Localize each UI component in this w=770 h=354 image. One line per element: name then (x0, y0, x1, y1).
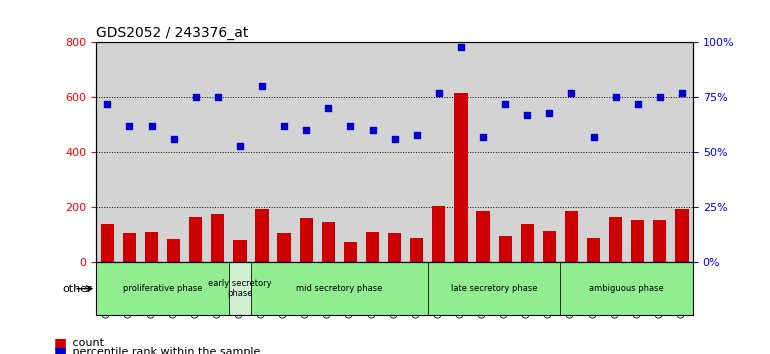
Point (300, 127, 313, 133)
Bar (498, 236, 512, 262)
Text: count: count (69, 338, 104, 348)
Bar (322, 222, 335, 262)
Bar (432, 206, 446, 262)
Point (477, 134, 489, 140)
Bar (101, 224, 114, 262)
Text: ambiguous phase: ambiguous phase (589, 284, 664, 293)
Bar (609, 217, 622, 262)
Point (146, 123, 158, 129)
Bar (343, 242, 357, 262)
Point (455, 44, 467, 50)
Point (588, 134, 600, 140)
Point (433, 90, 445, 96)
Point (610, 95, 622, 100)
Point (101, 101, 113, 107)
Point (322, 105, 334, 111)
Point (410, 132, 423, 138)
Text: mid secretory phase: mid secretory phase (296, 284, 383, 293)
Point (123, 123, 136, 129)
Point (676, 90, 688, 96)
Bar (428, 262, 561, 315)
Bar (521, 224, 534, 262)
Bar (561, 262, 693, 315)
Point (278, 123, 290, 129)
Bar (653, 220, 667, 262)
Point (167, 136, 179, 142)
Bar (587, 238, 600, 262)
Bar (277, 233, 291, 262)
Point (256, 84, 268, 89)
Bar (675, 209, 688, 262)
Text: GDS2052 / 243376_at: GDS2052 / 243376_at (96, 26, 249, 40)
Point (499, 101, 511, 107)
Bar (122, 233, 136, 262)
Bar (410, 238, 424, 262)
Point (654, 95, 666, 100)
Bar (366, 232, 379, 262)
Point (344, 123, 357, 129)
Bar (477, 211, 490, 262)
Bar (543, 231, 556, 262)
Text: ■: ■ (54, 345, 67, 354)
Bar (189, 217, 203, 262)
Text: percentile rank within the sample: percentile rank within the sample (69, 347, 261, 354)
Bar (229, 262, 251, 315)
Bar (96, 262, 229, 315)
Bar (167, 239, 180, 262)
Point (212, 95, 224, 100)
Bar (631, 220, 644, 262)
Text: other: other (62, 284, 92, 294)
Text: early secretory
phase: early secretory phase (208, 279, 272, 298)
Point (631, 101, 644, 107)
Point (388, 136, 400, 142)
Bar (300, 218, 313, 262)
Point (565, 90, 578, 96)
Text: proliferative phase: proliferative phase (122, 284, 203, 293)
Bar (233, 240, 246, 262)
Bar (251, 262, 428, 315)
Bar (145, 232, 158, 262)
Point (234, 143, 246, 149)
Bar (454, 93, 467, 262)
Text: late secretory phase: late secretory phase (450, 284, 537, 293)
Bar (565, 211, 578, 262)
Point (189, 95, 202, 100)
Bar (388, 233, 401, 262)
Point (543, 110, 555, 116)
Bar (211, 214, 224, 262)
Point (367, 127, 379, 133)
Bar (256, 209, 269, 262)
Text: ■: ■ (54, 336, 67, 350)
Point (521, 112, 534, 118)
